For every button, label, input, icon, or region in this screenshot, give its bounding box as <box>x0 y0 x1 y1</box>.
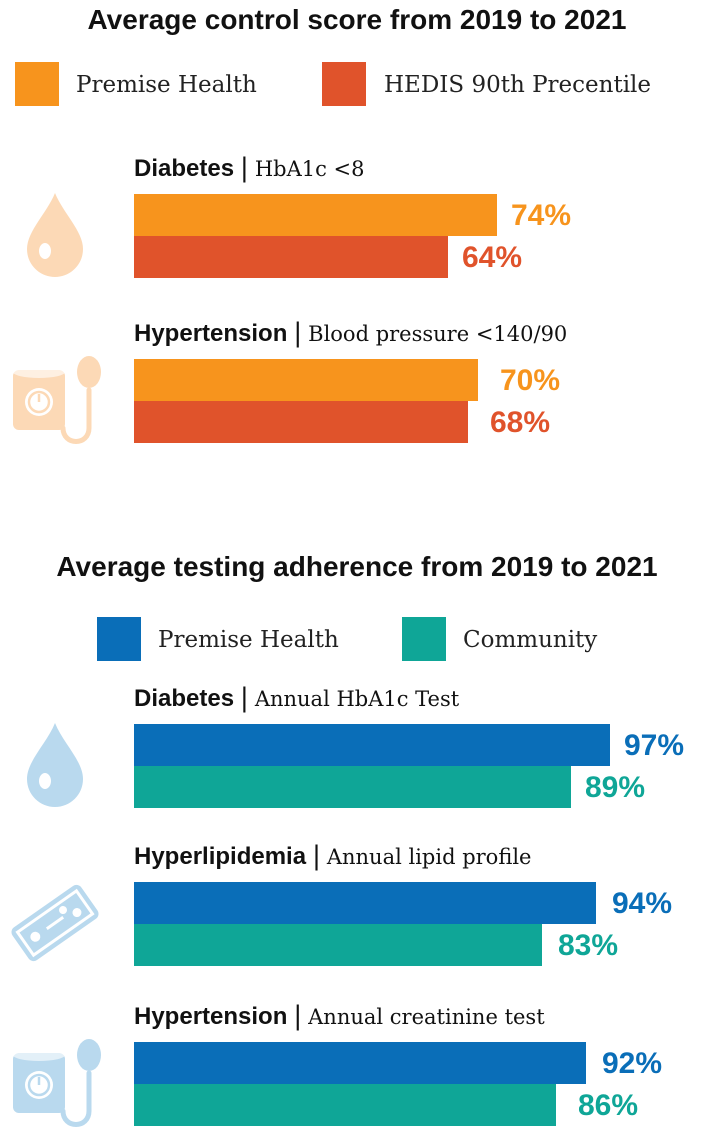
bar-value-label: 64% <box>462 241 523 274</box>
bar-value-label: 92% <box>602 1047 663 1080</box>
group-category: Hypertension <box>134 1003 288 1030</box>
bar <box>134 401 468 443</box>
bar <box>134 924 542 966</box>
group-label: Hypertension | Annual creatinine test <box>134 1003 545 1029</box>
group-separator: | <box>312 841 321 871</box>
bar <box>134 1084 556 1126</box>
bar-value-label: 74% <box>511 199 572 232</box>
group-category: Diabetes <box>134 155 235 182</box>
legend-swatch <box>97 617 141 661</box>
bar <box>134 359 478 401</box>
group-category: Hyperlipidemia <box>134 843 307 870</box>
blood-drop-icon <box>27 723 83 807</box>
group-category: Diabetes <box>134 685 235 712</box>
group-separator: | <box>240 153 249 183</box>
bar-value-label: 89% <box>585 771 646 804</box>
legend-swatch <box>322 62 366 106</box>
bar-value-label: 86% <box>578 1089 639 1122</box>
blood-pressure-cuff-icon <box>13 356 101 444</box>
bar-value-label: 94% <box>612 887 673 920</box>
lipid-test-slide-icon <box>11 884 99 962</box>
legend-label: HEDIS 90th Precentile <box>384 72 652 98</box>
bar-value-label: 97% <box>624 729 685 762</box>
group-label: Hyperlipidemia | Annual lipid profile <box>134 843 531 869</box>
group-label: Hypertension | Blood pressure <140/90 <box>134 320 567 346</box>
group-label: Diabetes | Annual HbA1c Test <box>134 685 459 711</box>
bar <box>134 882 596 924</box>
bar <box>134 766 571 808</box>
chart-title: Average control score from 2019 to 2021 <box>87 4 627 35</box>
bar-value-label: 70% <box>500 364 561 397</box>
legend-swatch <box>402 617 446 661</box>
legend-label: Premise Health <box>76 72 257 98</box>
group-metric: Annual lipid profile <box>326 845 532 869</box>
chart-title: Average testing adherence from 2019 to 2… <box>56 551 658 582</box>
group-separator: | <box>240 683 249 713</box>
group-metric: Annual HbA1c Test <box>254 687 460 711</box>
group-category: Hypertension <box>134 320 288 347</box>
legend-swatch <box>15 62 59 106</box>
bar <box>134 194 497 236</box>
group-metric: Annual creatinine test <box>308 1005 545 1029</box>
group-metric: HbA1c <8 <box>254 157 365 181</box>
bar-value-label: 83% <box>558 929 619 962</box>
bar <box>134 236 448 278</box>
blood-drop-icon <box>27 193 83 277</box>
bar <box>134 724 610 766</box>
legend-label: Community <box>463 627 598 653</box>
bar <box>134 1042 586 1084</box>
group-label: Diabetes | HbA1c <8 <box>134 155 365 181</box>
group-metric: Blood pressure <140/90 <box>308 322 568 346</box>
legend-label: Premise Health <box>158 627 339 653</box>
group-separator: | <box>293 318 303 348</box>
group-separator: | <box>293 1001 303 1031</box>
bar-value-label: 68% <box>490 406 551 439</box>
blood-pressure-cuff-icon <box>13 1039 101 1127</box>
